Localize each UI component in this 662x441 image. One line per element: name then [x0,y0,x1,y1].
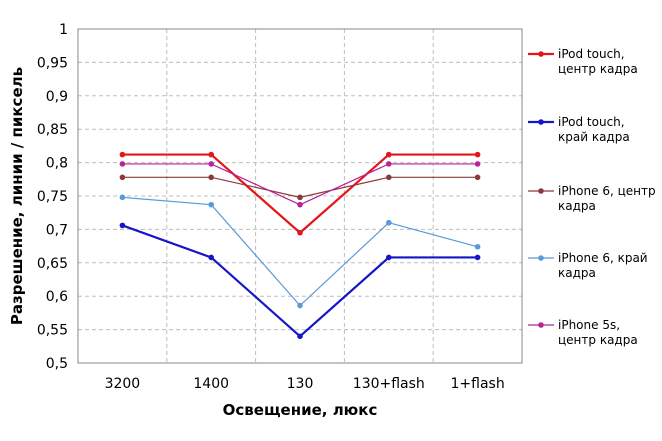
y-tick-label: 0,65 [37,256,68,272]
x-tick-label: 3200 [105,376,141,392]
x-tick-label: 130 [287,376,314,392]
y-tick-label: 1 [59,22,68,38]
legend-label: край кадра [558,130,630,144]
data-point [474,174,481,181]
data-point [297,333,303,340]
data-point [386,254,392,261]
data-point [474,254,481,261]
data-point [119,174,126,181]
legend-label: iPhone 6, центр [558,184,656,198]
data-point [297,194,303,201]
series-line [122,176,478,198]
data-point [208,161,214,167]
grid [78,29,522,363]
data-point [297,201,303,208]
data-point [119,151,126,158]
series-line [122,196,478,307]
data-point [297,229,303,236]
legend-label: iPod touch, [558,115,625,129]
legend-label: центр кадра [558,333,638,347]
data-point [386,151,392,158]
data-point [208,201,214,208]
data-point [208,174,214,181]
data-point [386,174,392,181]
legend-marker [538,188,544,194]
y-axis-label: Разрешение, линии / пиксель [8,67,26,325]
y-axis-ticks: 0,5 0,55 0,6 0,65 0,7 0,75 0,8 0,85 0,9 0,95 1 [37,22,68,372]
y-tick-label: 0,9 [46,89,68,105]
data-point [297,302,303,309]
y-tick-label: 0,7 [46,222,68,238]
data-point [386,161,392,167]
data-point [119,194,126,201]
x-tick-label: 130+flash [353,376,425,392]
plot-area [77,28,523,364]
legend-label: кадра [558,266,596,280]
legend-label: iPhone 6, край [558,251,648,265]
y-tick-label: 0,55 [37,323,68,339]
series-group [119,151,481,340]
x-tick-label: 1+flash [450,376,504,392]
legend-marker [538,255,544,261]
data-point [474,161,481,167]
legend-marker [538,51,544,57]
legend-label: кадра [558,199,596,213]
series-line [122,224,478,338]
legend-label: iPod touch, [558,47,625,61]
x-axis-ticks: 3200 1400 130 130+flash 1+flash [105,376,505,392]
y-tick-label: 0,95 [37,55,68,71]
data-point [119,161,126,167]
y-tick-label: 0,5 [46,356,68,372]
data-point [119,222,126,229]
x-axis-label: Освещение, люкс [223,401,378,419]
y-tick-label: 0,6 [46,289,68,305]
y-tick-label: 0,8 [46,156,68,172]
data-point [474,151,481,158]
data-point [474,243,481,250]
data-point [208,254,214,261]
legend-marker [538,119,544,125]
y-tick-label: 0,85 [37,122,68,138]
legend-marker [538,322,544,328]
data-point [208,151,214,158]
legend-label: iPhone 5s, [558,318,620,332]
series-line [122,153,478,235]
legend-label: центр кадра [558,62,638,76]
y-tick-label: 0,75 [37,189,68,205]
x-tick-label: 1400 [193,376,229,392]
data-point [386,219,392,226]
